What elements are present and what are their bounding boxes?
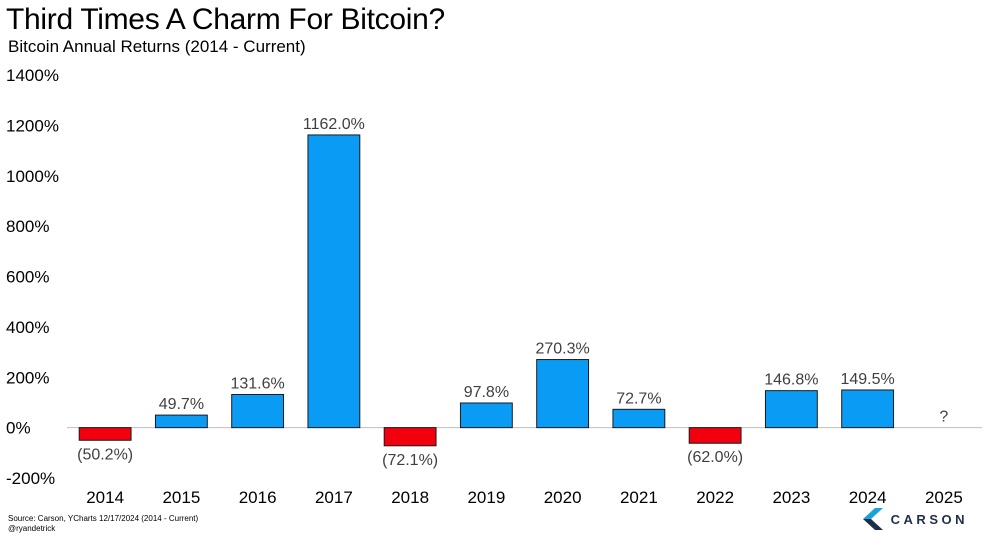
carson-logo-icon	[862, 508, 883, 530]
bar-2019	[459, 402, 513, 429]
y-tick-label: 0%	[6, 419, 31, 438]
y-tick-label: 400%	[6, 318, 49, 337]
chart-subtitle: Bitcoin Annual Returns (2014 - Current)	[8, 37, 306, 56]
data-label-2017: 1162.0%	[303, 116, 365, 133]
x-tick-label: 2017	[315, 488, 353, 507]
x-tick-label: 2018	[391, 488, 429, 507]
data-label-2023: 146.8%	[764, 372, 818, 389]
y-tick-label: 1400%	[6, 66, 59, 85]
data-label-2021: 72.7%	[616, 390, 661, 407]
bar-2023	[764, 390, 818, 429]
bar-2021	[612, 408, 666, 429]
x-tick-label: 2019	[467, 488, 505, 507]
y-tick-label: 1200%	[6, 116, 59, 135]
data-label-2020: 270.3%	[535, 341, 589, 358]
bar-2024	[841, 389, 895, 429]
data-label-2015: 49.7%	[159, 396, 204, 413]
author-handle: @ryandetrick	[8, 524, 56, 533]
data-label-2022: (62.0%)	[687, 449, 743, 466]
x-tick-label: 2025	[925, 488, 963, 507]
y-tick-label: 200%	[6, 368, 49, 387]
y-tick-label: 800%	[6, 217, 49, 236]
data-label-2019: 97.8%	[464, 384, 509, 401]
bar-2022	[688, 427, 742, 444]
carson-logo: CARSON	[862, 508, 968, 530]
x-tick-label: 2015	[162, 488, 200, 507]
x-tick-label: 2020	[544, 488, 582, 507]
bar-2018	[383, 427, 437, 447]
y-tick-label: -200%	[6, 469, 55, 488]
source-note: Source: Carson, YCharts 12/17/2024 (2014…	[8, 514, 199, 523]
bar-2016	[231, 393, 285, 429]
x-tick-label: 2022	[696, 488, 734, 507]
data-label-2024: 149.5%	[840, 371, 894, 388]
data-label-2025: ?	[939, 409, 948, 426]
x-tick-label: 2021	[620, 488, 658, 507]
data-label-2014: (50.2%)	[77, 446, 133, 463]
bar-2015	[154, 414, 208, 429]
chart-title: Third Times A Charm For Bitcoin?	[6, 3, 445, 36]
bar-2014	[78, 427, 132, 441]
y-tick-label: 1000%	[6, 167, 59, 186]
x-tick-label: 2016	[239, 488, 277, 507]
carson-logo-text: CARSON	[890, 511, 968, 527]
y-tick-label: 600%	[6, 268, 49, 287]
bar-2017	[307, 134, 361, 429]
data-label-2016: 131.6%	[230, 375, 284, 392]
x-tick-label: 2014	[86, 488, 124, 507]
x-tick-label: 2023	[772, 488, 810, 507]
data-label-2018: (72.1%)	[382, 452, 438, 469]
bar-2020	[536, 359, 590, 429]
x-tick-label: 2024	[849, 488, 887, 507]
